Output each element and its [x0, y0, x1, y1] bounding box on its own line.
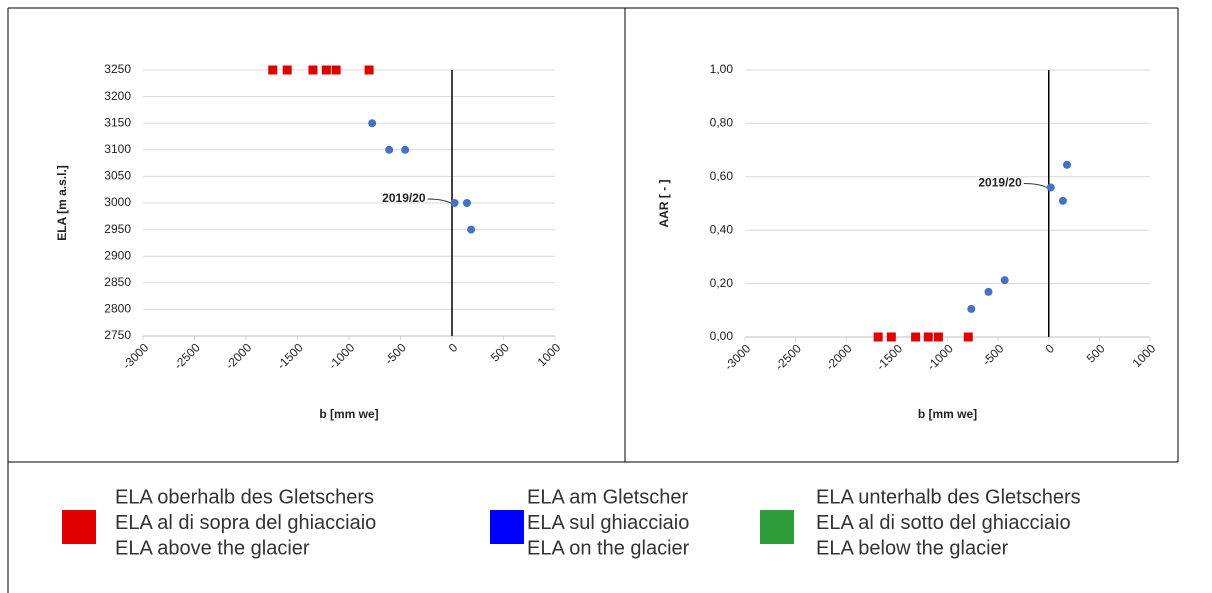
y-tick-label: 2950 — [104, 222, 131, 236]
y-tick-label: 3200 — [104, 89, 131, 103]
legend-swatch — [490, 510, 524, 544]
annotation-leader — [1023, 182, 1048, 188]
legend-text: ELA am Gletscher — [527, 486, 689, 508]
point — [923, 332, 933, 342]
point — [331, 65, 341, 75]
legend-text: ELA al di sotto del ghiacciaio — [816, 512, 1071, 534]
point — [450, 199, 459, 207]
y-tick-label: 3000 — [104, 195, 131, 209]
legend-text: ELA oberhalb des Gletschers — [115, 486, 374, 508]
y-tick-label: 3050 — [104, 169, 131, 183]
point — [1000, 276, 1009, 285]
y-tick-label: 0,60 — [710, 169, 734, 183]
y-tick-label: 2850 — [104, 275, 131, 289]
y-tick-label: 0,00 — [710, 329, 734, 343]
x-axis-label: b [mm we] — [918, 407, 977, 421]
point — [1046, 183, 1055, 192]
point — [1062, 160, 1071, 169]
point — [364, 65, 374, 75]
y-tick-label: 3150 — [104, 115, 131, 129]
point — [984, 287, 993, 296]
point — [1058, 196, 1067, 205]
y-axis-label: ELA [m a.s.l.] — [55, 165, 69, 241]
point — [368, 119, 377, 128]
y-tick-label: 0,40 — [710, 222, 734, 236]
legend-text: ELA al di sopra del ghiacciaio — [115, 512, 376, 534]
y-tick-label: 3250 — [104, 62, 131, 76]
point — [933, 332, 943, 342]
y-tick-label: 2800 — [104, 302, 131, 316]
point — [385, 145, 394, 154]
y-axis-label: AAR [ - ] — [657, 180, 671, 228]
point — [268, 65, 278, 75]
annotation-leader — [427, 198, 451, 204]
legend-swatch — [760, 510, 794, 544]
point — [308, 65, 318, 75]
point — [911, 332, 921, 342]
point — [401, 145, 410, 154]
y-tick-label: 2900 — [104, 248, 131, 262]
legend-text: ELA on the glacier — [527, 537, 690, 559]
legend-swatch — [62, 510, 96, 544]
point — [467, 225, 476, 234]
point — [873, 332, 883, 342]
y-tick-label: 1,00 — [710, 62, 734, 76]
y-tick-label: 0,80 — [710, 116, 734, 130]
point — [967, 304, 976, 313]
legend-text: ELA sul ghiacciaio — [527, 512, 689, 534]
point — [886, 332, 896, 342]
legend-text: ELA below the glacier — [816, 537, 1009, 559]
point — [462, 199, 471, 207]
annotation: 2019/20 — [382, 191, 426, 205]
point — [963, 332, 973, 342]
legend-text: ELA unterhalb des Gletschers — [816, 486, 1081, 508]
annotation: 2019/20 — [978, 176, 1022, 190]
legend-text: ELA above the glacier — [115, 537, 310, 559]
y-tick-label: 2750 — [104, 328, 131, 342]
y-tick-label: 3100 — [104, 142, 131, 156]
y-tick-label: 0,20 — [710, 276, 734, 290]
point — [321, 65, 331, 75]
point — [282, 65, 292, 75]
x-axis-label: b [mm we] — [319, 407, 378, 421]
